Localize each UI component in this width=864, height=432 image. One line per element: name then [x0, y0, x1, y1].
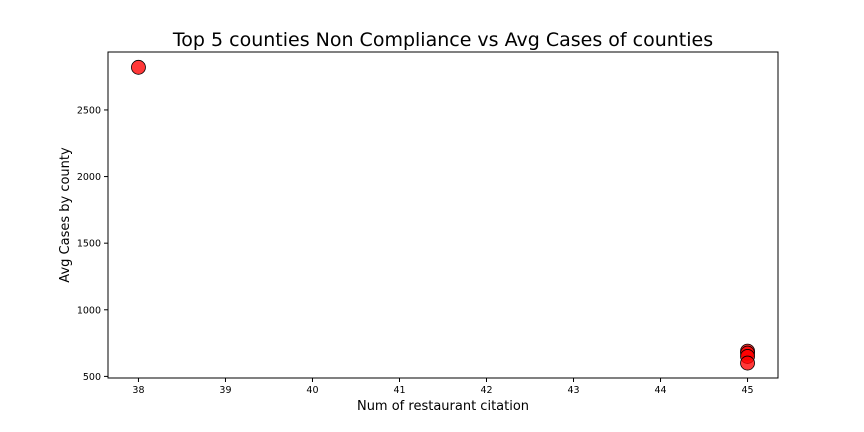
- y-axis: 500 1000 1500 2000 2500: [77, 105, 108, 383]
- x-tick-label: 41: [393, 385, 405, 396]
- y-tick-label: 2500: [77, 105, 101, 116]
- y-axis-label: Avg Cases by county: [58, 147, 73, 283]
- y-tick-label: 1000: [77, 305, 101, 316]
- data-points: [131, 59, 755, 371]
- data-point: [131, 59, 146, 75]
- y-tick-label: 2000: [77, 172, 101, 183]
- x-axis-label: Num of restaurant citation: [357, 399, 529, 414]
- data-point: [740, 355, 755, 371]
- x-tick-label: 45: [741, 385, 753, 396]
- x-axis: 38 39 40 41 42 43 44 45: [132, 378, 754, 396]
- x-tick-label: 43: [567, 385, 579, 396]
- plot-area: [107, 51, 779, 379]
- x-tick-label: 38: [132, 385, 144, 396]
- y-tick-label: 500: [83, 372, 101, 383]
- x-tick-label: 39: [219, 385, 231, 396]
- x-tick-label: 44: [654, 385, 666, 396]
- x-tick-label: 40: [306, 385, 318, 396]
- x-tick-label: 42: [480, 385, 492, 396]
- y-tick-label: 1500: [77, 239, 101, 250]
- chart-title: Top 5 counties Non Compliance vs Avg Cas…: [172, 29, 713, 51]
